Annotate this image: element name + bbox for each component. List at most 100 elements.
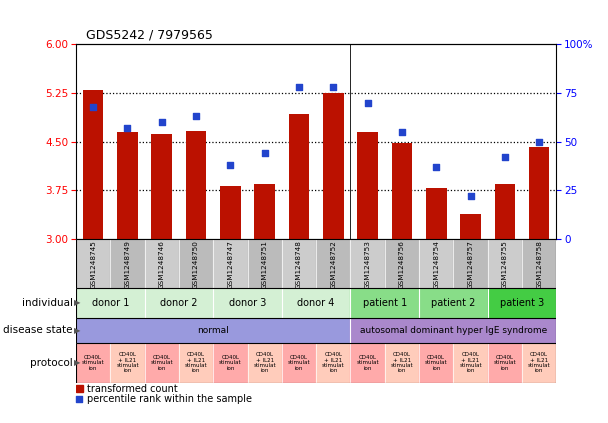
Point — [157, 119, 167, 126]
Text: donor 2: donor 2 — [160, 298, 198, 308]
Bar — [350, 343, 385, 383]
Bar — [488, 288, 556, 318]
Bar — [213, 239, 247, 288]
Bar — [76, 343, 110, 383]
Bar — [323, 93, 344, 239]
Text: GSM1248748: GSM1248748 — [296, 240, 302, 289]
Bar — [247, 239, 282, 288]
Bar — [522, 239, 556, 288]
Bar — [419, 343, 454, 383]
Bar — [454, 343, 488, 383]
Bar — [392, 143, 412, 239]
Text: GSM1248746: GSM1248746 — [159, 240, 165, 289]
Bar — [316, 343, 350, 383]
Text: transformed count: transformed count — [87, 384, 178, 394]
Bar — [488, 343, 522, 383]
Text: autosomal dominant hyper IgE syndrome: autosomal dominant hyper IgE syndrome — [360, 326, 547, 335]
Text: CD40L
+ IL21
stimulat
ion: CD40L + IL21 stimulat ion — [116, 352, 139, 374]
Bar — [76, 385, 83, 393]
Text: GSM1248754: GSM1248754 — [434, 240, 439, 289]
Bar — [213, 288, 282, 318]
Point — [88, 103, 98, 110]
Point — [397, 129, 407, 135]
Bar — [419, 288, 488, 318]
Bar — [454, 239, 488, 288]
Text: CD40L
stimulat
ion: CD40L stimulat ion — [494, 355, 516, 371]
Bar — [529, 147, 550, 239]
Text: CD40L
+ IL21
stimulat
ion: CD40L + IL21 stimulat ion — [390, 352, 413, 374]
Text: CD40L
stimulat
ion: CD40L stimulat ion — [425, 355, 447, 371]
Text: GSM1248751: GSM1248751 — [261, 240, 268, 289]
Text: patient 2: patient 2 — [431, 298, 475, 308]
Text: normal: normal — [198, 326, 229, 335]
Bar — [145, 239, 179, 288]
Bar — [76, 288, 145, 318]
Text: protocol: protocol — [30, 358, 73, 368]
Point — [260, 150, 269, 157]
Point — [123, 125, 133, 132]
Bar — [316, 239, 350, 288]
Text: CD40L
+ IL21
stimulat
ion: CD40L + IL21 stimulat ion — [254, 352, 276, 374]
Bar — [358, 132, 378, 239]
Bar — [282, 343, 316, 383]
Bar — [350, 288, 419, 318]
Text: donor 3: donor 3 — [229, 298, 266, 308]
Text: percentile rank within the sample: percentile rank within the sample — [87, 394, 252, 404]
Text: GSM1248755: GSM1248755 — [502, 240, 508, 289]
Bar — [145, 343, 179, 383]
Text: donor 1: donor 1 — [92, 298, 129, 308]
Text: CD40L
stimulat
ion: CD40L stimulat ion — [356, 355, 379, 371]
Point — [466, 193, 475, 200]
Point — [432, 164, 441, 170]
Text: CD40L
+ IL21
stimulat
ion: CD40L + IL21 stimulat ion — [459, 352, 482, 374]
Bar — [460, 214, 481, 239]
Bar — [282, 288, 350, 318]
Bar — [282, 239, 316, 288]
Text: CD40L
+ IL21
stimulat
ion: CD40L + IL21 stimulat ion — [322, 352, 345, 374]
Text: CD40L
stimulat
ion: CD40L stimulat ion — [82, 355, 105, 371]
Bar — [289, 115, 309, 239]
Text: GSM1248745: GSM1248745 — [90, 240, 96, 289]
Text: GSM1248757: GSM1248757 — [468, 240, 474, 289]
Text: GSM1248747: GSM1248747 — [227, 240, 233, 289]
Bar — [179, 343, 213, 383]
Point — [328, 84, 338, 91]
Text: individual: individual — [22, 298, 73, 308]
Text: GSM1248753: GSM1248753 — [365, 240, 371, 289]
Bar — [110, 239, 145, 288]
Text: CD40L
stimulat
ion: CD40L stimulat ion — [150, 355, 173, 371]
Text: CD40L
stimulat
ion: CD40L stimulat ion — [288, 355, 310, 371]
Bar — [145, 288, 213, 318]
Point — [294, 84, 304, 91]
Bar — [494, 184, 515, 239]
Bar — [385, 343, 419, 383]
Text: ▶: ▶ — [74, 358, 80, 367]
Bar — [350, 239, 385, 288]
Point — [226, 162, 235, 168]
Point — [500, 154, 510, 161]
Bar — [213, 343, 247, 383]
Bar — [419, 239, 454, 288]
Bar — [83, 90, 103, 239]
Bar — [179, 239, 213, 288]
Text: GSM1248749: GSM1248749 — [125, 240, 131, 289]
Text: CD40L
+ IL21
stimulat
ion: CD40L + IL21 stimulat ion — [185, 352, 207, 374]
Text: disease state: disease state — [4, 325, 73, 335]
Text: patient 3: patient 3 — [500, 298, 544, 308]
Bar — [117, 132, 138, 239]
Bar — [426, 188, 446, 239]
Text: donor 4: donor 4 — [297, 298, 335, 308]
Point — [191, 113, 201, 120]
Bar — [220, 186, 241, 239]
Bar — [350, 318, 556, 343]
Point — [534, 138, 544, 145]
Bar — [254, 184, 275, 239]
Text: CD40L
stimulat
ion: CD40L stimulat ion — [219, 355, 242, 371]
Bar — [110, 343, 145, 383]
Text: GSM1248756: GSM1248756 — [399, 240, 405, 289]
Text: ▶: ▶ — [74, 298, 80, 308]
Text: GSM1248758: GSM1248758 — [536, 240, 542, 289]
Bar — [385, 239, 419, 288]
Bar — [76, 318, 350, 343]
Text: GSM1248752: GSM1248752 — [330, 240, 336, 289]
